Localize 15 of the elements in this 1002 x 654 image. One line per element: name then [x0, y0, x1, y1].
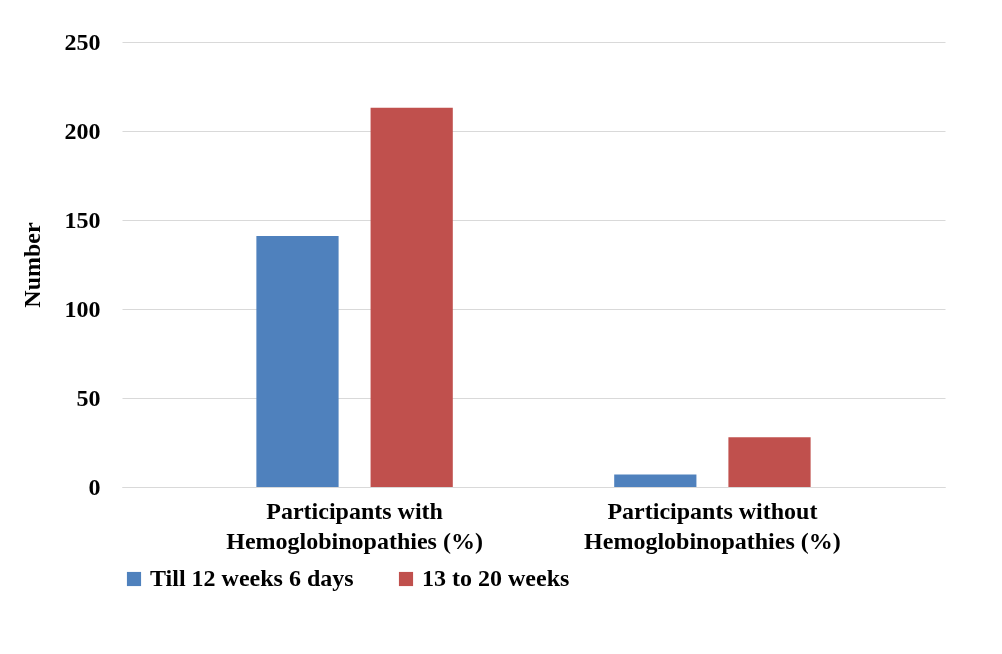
- bar: [256, 236, 339, 487]
- y-tick-label: 50: [76, 384, 101, 411]
- y-tick-label: 100: [64, 295, 101, 322]
- bar: [370, 107, 453, 487]
- bar: [728, 437, 811, 487]
- y-tick-label: 0: [88, 473, 101, 500]
- legend-label: Till 12 weeks 6 days: [150, 565, 354, 591]
- x-tick-label: Participants with Hemoglobinopathies (%): [226, 497, 483, 554]
- y-axis-title: Number: [18, 221, 45, 308]
- bar: [614, 474, 697, 487]
- y-tick-label: 200: [64, 117, 101, 144]
- legend-label: 13 to 20 weeks: [422, 565, 570, 591]
- y-tick-label: 250: [64, 28, 101, 55]
- x-tick-label: Participants without Hemoglobinopathies (%): [584, 497, 841, 554]
- y-tick-label: 150: [64, 206, 101, 233]
